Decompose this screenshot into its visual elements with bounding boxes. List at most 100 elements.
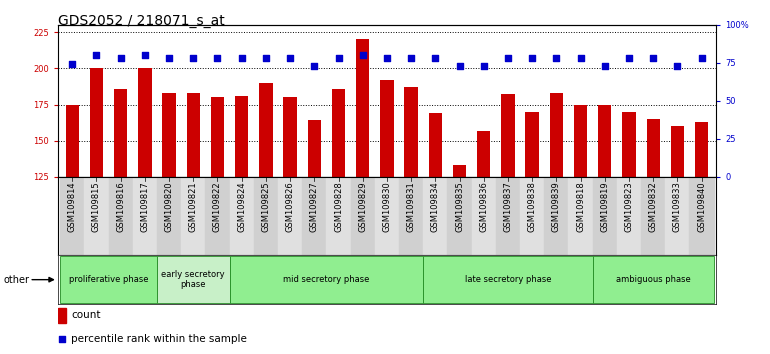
Text: other: other <box>4 275 30 285</box>
Text: GSM109818: GSM109818 <box>576 181 585 232</box>
Point <box>429 56 441 61</box>
Bar <box>375 177 399 255</box>
Bar <box>399 177 424 255</box>
Bar <box>356 39 370 354</box>
Text: GSM109838: GSM109838 <box>527 181 537 232</box>
Point <box>66 62 79 67</box>
Bar <box>109 177 132 255</box>
Point <box>236 56 248 61</box>
Bar <box>85 177 109 255</box>
Text: GSM109816: GSM109816 <box>116 181 126 232</box>
Bar <box>544 177 568 255</box>
Text: early secretory
phase: early secretory phase <box>162 270 225 289</box>
Text: GSM109835: GSM109835 <box>455 181 464 232</box>
Bar <box>186 93 200 354</box>
Bar <box>665 177 689 255</box>
Point <box>598 63 611 69</box>
Point <box>163 56 176 61</box>
Point <box>115 56 127 61</box>
Point <box>284 56 296 61</box>
Point <box>380 56 393 61</box>
Bar <box>424 177 447 255</box>
Text: GSM109825: GSM109825 <box>261 181 270 232</box>
Bar <box>206 177 229 255</box>
Text: count: count <box>71 310 100 320</box>
Text: GSM109830: GSM109830 <box>383 181 391 232</box>
Text: mid secretory phase: mid secretory phase <box>283 275 370 284</box>
Bar <box>525 112 539 354</box>
Bar <box>689 177 714 255</box>
Bar <box>520 177 544 255</box>
Text: GSM109815: GSM109815 <box>92 181 101 232</box>
Bar <box>162 93 176 354</box>
Bar <box>447 177 472 255</box>
Bar <box>229 256 424 303</box>
Bar <box>574 104 588 354</box>
Point <box>211 56 223 61</box>
Point <box>623 56 635 61</box>
Point <box>647 56 659 61</box>
Bar <box>472 177 496 255</box>
Bar <box>598 104 611 354</box>
Bar <box>90 68 103 354</box>
Bar <box>211 97 224 354</box>
Point <box>502 56 514 61</box>
Text: GSM109836: GSM109836 <box>479 181 488 232</box>
Point <box>139 52 151 58</box>
Bar <box>132 177 157 255</box>
Text: GSM109839: GSM109839 <box>552 181 561 232</box>
Bar <box>424 256 593 303</box>
Bar <box>695 122 708 354</box>
Bar <box>235 96 249 354</box>
Text: GSM109828: GSM109828 <box>334 181 343 232</box>
Bar <box>453 165 466 354</box>
Point <box>333 56 345 61</box>
Bar <box>157 177 181 255</box>
Point <box>405 56 417 61</box>
Text: GSM109833: GSM109833 <box>673 181 682 232</box>
Bar <box>229 177 254 255</box>
Point <box>477 63 490 69</box>
Bar <box>622 112 635 354</box>
Bar <box>647 119 660 354</box>
Text: GSM109827: GSM109827 <box>310 181 319 232</box>
Bar <box>350 177 375 255</box>
Point <box>551 56 563 61</box>
Text: ambiguous phase: ambiguous phase <box>616 275 691 284</box>
Bar <box>501 95 514 354</box>
Text: GSM109823: GSM109823 <box>624 181 634 232</box>
Text: GDS2052 / 218071_s_at: GDS2052 / 218071_s_at <box>58 14 225 28</box>
Bar <box>139 68 152 354</box>
Bar <box>58 308 66 323</box>
Bar <box>641 177 665 255</box>
Bar <box>550 93 563 354</box>
Bar <box>302 177 326 255</box>
Text: GSM109820: GSM109820 <box>165 181 173 232</box>
Point <box>308 63 320 69</box>
Text: GSM109822: GSM109822 <box>213 181 222 232</box>
Bar <box>380 80 393 354</box>
Text: GSM109837: GSM109837 <box>504 181 513 232</box>
Point <box>574 56 587 61</box>
Point <box>55 336 68 342</box>
Text: GSM109821: GSM109821 <box>189 181 198 232</box>
Bar <box>254 177 278 255</box>
Bar <box>477 131 490 354</box>
Bar <box>593 256 714 303</box>
Bar <box>283 97 296 354</box>
Bar <box>114 88 127 354</box>
Text: proliferative phase: proliferative phase <box>69 275 149 284</box>
Point <box>454 63 466 69</box>
Point <box>187 56 199 61</box>
Text: late secretory phase: late secretory phase <box>465 275 551 284</box>
Bar <box>259 83 273 354</box>
Text: GSM109831: GSM109831 <box>407 181 416 232</box>
Bar <box>278 177 302 255</box>
Bar <box>404 87 418 354</box>
Point <box>695 56 708 61</box>
Bar <box>617 177 641 255</box>
Text: GSM109829: GSM109829 <box>358 181 367 232</box>
Text: GSM109819: GSM109819 <box>601 181 609 232</box>
Point <box>90 52 102 58</box>
Text: GSM109834: GSM109834 <box>431 181 440 232</box>
